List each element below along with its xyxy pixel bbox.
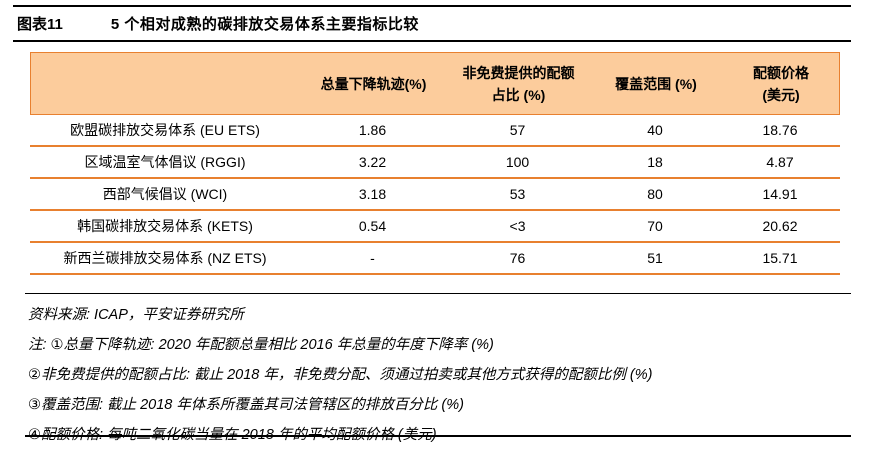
cell-auction-share: <3 <box>509 218 526 234</box>
footnote-2: ②非免费提供的配额占比: 截止 2018 年，非免费分配、须通过拍卖或其他方式获… <box>28 367 653 383</box>
header-cell-price-line1: 配额价格 <box>753 64 809 81</box>
cell-auction-share: 53 <box>509 186 526 202</box>
figure-title-bar: 图表11 5 个相对成熟的碳排放交易体系主要指标比较 <box>13 5 851 42</box>
cell-coverage: 40 <box>647 122 663 138</box>
footnote-3: ③覆盖范围: 截止 2018 年体系所覆盖其司法管辖区的排放百分比 (%) <box>28 397 464 413</box>
comparison-table: 总量下降轨迹(%) 非免费提供的配额 占比 (%) 覆盖范围 (%) 配额价格 … <box>30 52 840 275</box>
table-row: 新西兰碳排放交易体系 (NZ ETS) - 76 51 15.71 <box>30 243 840 275</box>
cell-system-name: 韩国碳排放交易体系 (KETS) <box>77 218 253 234</box>
cell-coverage: 80 <box>647 186 663 202</box>
cell-coverage: 51 <box>647 250 663 266</box>
cell-cap-trajectory: 0.54 <box>358 218 387 234</box>
cell-coverage: 18 <box>647 154 663 170</box>
header-cell-cap-trajectory: 总量下降轨迹(%) <box>320 75 427 92</box>
table-row: 西部气候倡议 (WCI) 3.18 53 80 14.91 <box>30 179 840 211</box>
header-cell-coverage: 覆盖范围 (%) <box>615 75 697 92</box>
cell-system-name: 欧盟碳排放交易体系 (EU ETS) <box>70 122 260 138</box>
cell-coverage: 70 <box>647 218 663 234</box>
cell-system-name: 区域温室气体倡议 (RGGI) <box>84 154 246 170</box>
cell-cap-trajectory: 3.22 <box>358 154 387 170</box>
cell-cap-trajectory: 1.86 <box>358 122 387 138</box>
header-cell-auction-share: 非免费提供的配额 占比 (%) <box>446 62 591 106</box>
cell-auction-share: 100 <box>505 154 530 170</box>
table-row: 欧盟碳排放交易体系 (EU ETS) 1.86 57 40 18.76 <box>30 115 840 147</box>
header-cell-auction-share-line1: 非免费提供的配额 <box>462 64 575 81</box>
header-cell-auction-share-line2: 占比 (%) <box>491 86 546 103</box>
cell-system-name: 新西兰碳排放交易体系 (NZ ETS) <box>63 250 267 266</box>
cell-system-name: 西部气候倡议 (WCI) <box>102 186 228 202</box>
cell-auction-share: 76 <box>509 250 526 266</box>
cell-price: 20.62 <box>762 218 798 234</box>
figure-title: 5 个相对成熟的碳排放交易体系主要指标比较 <box>110 16 419 33</box>
footnote-1: 注: ①总量下降轨迹: 2020 年配额总量相比 2016 年总量的年度下降率 … <box>28 337 494 353</box>
header-cell-price-line2: (美元) <box>762 86 800 103</box>
table-row: 韩国碳排放交易体系 (KETS) 0.54 <3 70 20.62 <box>30 211 840 243</box>
source-note: 资料来源: ICAP，平安证券研究所 <box>28 307 244 323</box>
footnote-4: ④配额价格: 每吨二氧化碳当量在 2018 年的平均配额价格 (美元) <box>28 427 437 443</box>
cell-auction-share: 57 <box>509 122 526 138</box>
table-header-row: 总量下降轨迹(%) 非免费提供的配额 占比 (%) 覆盖范围 (%) 配额价格 … <box>30 52 840 115</box>
cell-cap-trajectory: 3.18 <box>358 186 387 202</box>
cell-price: 4.87 <box>766 154 794 170</box>
table-row: 区域温室气体倡议 (RGGI) 3.22 100 18 4.87 <box>30 147 840 179</box>
figure-label: 图表11 <box>17 16 63 33</box>
cell-price: 18.76 <box>762 122 798 138</box>
cell-price: 15.71 <box>762 250 798 266</box>
cell-price: 14.91 <box>762 186 798 202</box>
footnotes-section: 资料来源: ICAP，平安证券研究所 注: ①总量下降轨迹: 2020 年配额总… <box>25 293 851 443</box>
header-cell-price: 配额价格 (美元) <box>721 62 841 106</box>
cell-cap-trajectory: - <box>370 250 375 266</box>
